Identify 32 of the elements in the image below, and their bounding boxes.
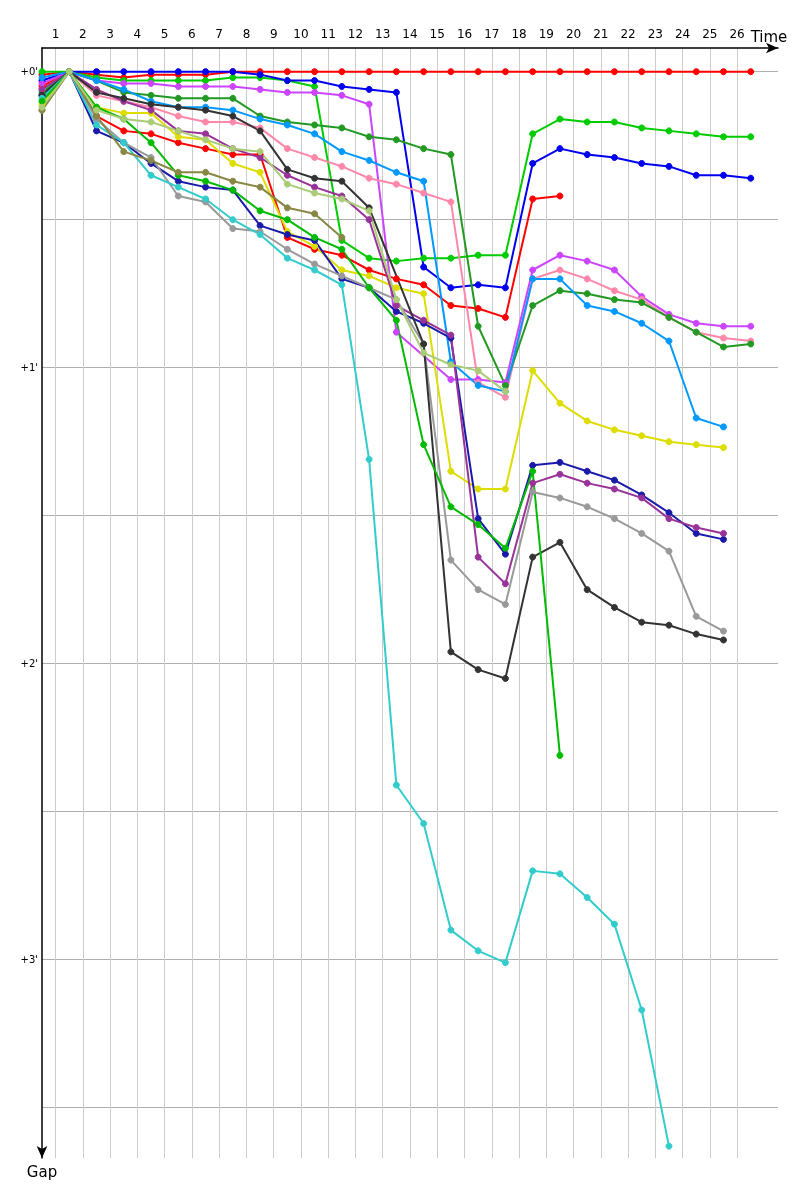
x-tick-label: 9: [269, 27, 278, 41]
x-tick-label: 25: [702, 27, 718, 41]
x-tick-label: 19: [538, 27, 554, 41]
x-tick-label: 3: [106, 27, 114, 41]
x-tick-label: 24: [674, 27, 691, 41]
x-tick-label: 13: [375, 27, 391, 41]
y-tick-label: +2': [20, 658, 38, 670]
y-axis-title: Gap: [26, 1162, 58, 1181]
y-tick-label: +0': [20, 66, 38, 78]
x-tick-label: 6: [188, 27, 196, 41]
x-tick-label: 21: [593, 27, 609, 41]
x-tick-label: 5: [160, 27, 169, 41]
x-tick-label: 15: [429, 27, 445, 41]
x-tick-label: 10: [293, 27, 309, 41]
y-tick-label: +3': [20, 954, 38, 966]
x-tick-label: 7: [215, 27, 224, 41]
x-tick-label: 18: [511, 27, 527, 41]
x-tick-label: 22: [620, 27, 636, 41]
x-tick-label: 16: [456, 27, 473, 41]
x-tick-label: 2: [79, 27, 87, 41]
x-tick-label: 14: [402, 27, 418, 41]
x-tick-label: 4: [133, 27, 142, 41]
x-tick-label: 20: [565, 27, 582, 41]
x-tick-label: 1: [51, 27, 60, 41]
x-tick-label: 12: [347, 27, 364, 41]
x-axis-title: Time: [749, 27, 788, 46]
y-tick-label: +1': [20, 362, 38, 374]
x-tick-label: 26: [729, 27, 745, 41]
x-tick-label: 11: [320, 27, 336, 41]
x-tick-label: 8: [242, 27, 251, 41]
x-tick-label: 17: [484, 27, 500, 41]
x-tick-label: 23: [647, 27, 663, 41]
